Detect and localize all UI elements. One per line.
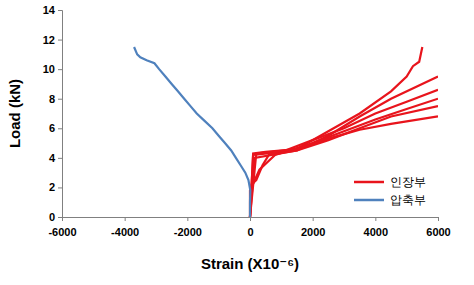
x-tick-label: -6000 [48, 226, 76, 238]
legend-item: 인장부 [354, 175, 426, 189]
x-axis: -6000 -4000 -2000 0 2000 4000 6000 [48, 217, 450, 238]
y-tick-label: 6 [49, 122, 55, 134]
series-line [250, 106, 438, 217]
series-line [250, 90, 438, 217]
y-tick-mark [58, 69, 62, 70]
y-tick-label: 8 [49, 93, 55, 105]
y-tick-mark [58, 128, 62, 129]
y-tick-label: 14 [43, 4, 56, 16]
x-tick-label: 0 [247, 226, 253, 238]
y-axis: 0 2 4 6 8 10 12 14 [43, 4, 63, 223]
x-tick-label: 4000 [364, 226, 388, 238]
x-tick-label: -2000 [174, 226, 202, 238]
series-line [134, 47, 250, 217]
x-tick-mark [125, 217, 126, 221]
y-tick: 10 [43, 63, 62, 75]
series-line [250, 99, 438, 217]
x-tick: -4000 [111, 217, 139, 238]
x-tick-label: 2000 [301, 226, 325, 238]
y-tick-mark [58, 217, 62, 218]
y-tick-label: 0 [49, 211, 55, 223]
y-axis-line [58, 11, 63, 218]
y-tick: 0 [49, 211, 62, 223]
y-tick-mark [58, 187, 62, 188]
x-tick-mark [438, 217, 439, 221]
series-line [250, 77, 438, 217]
x-tick-label: 6000 [426, 226, 450, 238]
y-tick: 6 [49, 122, 62, 134]
x-tick-mark [187, 217, 188, 221]
y-tick-mark [58, 158, 62, 159]
y-tick-label: 4 [49, 152, 56, 164]
y-tick-mark [58, 40, 62, 41]
x-tick: -2000 [174, 217, 202, 238]
x-tick: 2000 [301, 217, 325, 238]
y-tick-mark [58, 99, 62, 100]
x-axis-title: Strain (X10⁻⁶) [201, 255, 299, 272]
x-tick-mark [313, 217, 314, 221]
legend-swatch [354, 181, 384, 184]
y-tick: 4 [49, 152, 62, 164]
x-tick-mark [375, 217, 376, 221]
y-tick: 14 [43, 4, 62, 16]
legend-label: 압축부 [390, 193, 426, 207]
legend-label: 인장부 [390, 175, 426, 189]
series-line [250, 116, 438, 217]
y-tick: 12 [43, 34, 62, 46]
y-tick-label: 2 [49, 181, 55, 193]
legend-item: 압축부 [354, 193, 426, 207]
y-tick: 2 [49, 181, 62, 193]
y-tick: 8 [49, 93, 62, 105]
y-axis-title: Load (kN) [6, 79, 23, 148]
legend: 인장부압축부 [354, 175, 426, 207]
x-tick: 0 [247, 217, 253, 238]
y-tick-mark [58, 10, 62, 11]
x-axis-line [63, 218, 439, 222]
x-tick: 4000 [364, 217, 388, 238]
x-tick-label: -4000 [111, 226, 139, 238]
plot-area [134, 47, 438, 217]
x-tick: 6000 [426, 217, 450, 238]
x-tick-mark [250, 217, 251, 221]
legend-swatch [354, 199, 384, 202]
y-tick-label: 10 [43, 63, 55, 75]
y-tick-label: 12 [43, 34, 55, 46]
chart: -6000 -4000 -2000 0 2000 4000 6000 0 2 4 6 8 10 12 14 S… [0, 0, 474, 285]
